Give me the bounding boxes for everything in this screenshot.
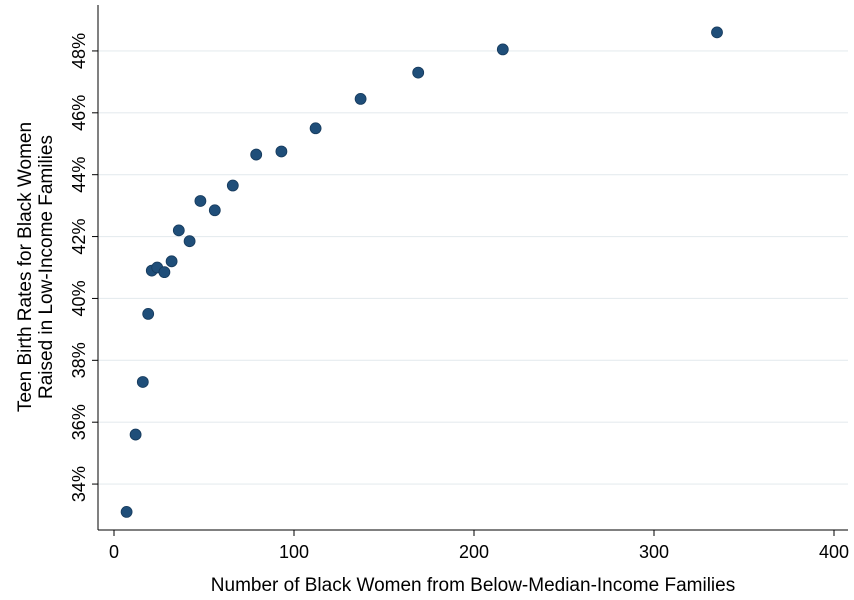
data-point [183,235,196,248]
data-point [129,428,142,441]
y-tick-label: 36% [69,404,89,440]
data-point [208,204,221,217]
data-points [120,26,723,518]
x-axis-ticks: 0 100 200 300 400 [109,530,849,562]
data-point [120,506,133,518]
y-axis-title-line1: Teen Birth Rates for Black Women [15,122,36,412]
x-tick-label: 300 [639,542,669,562]
y-tick-label: 34% [69,466,89,502]
y-axis-title-line2: Raised in Low-Income Families [36,135,57,399]
y-tick-label: 40% [69,280,89,316]
data-point [158,266,171,279]
data-point [309,122,322,135]
data-point [354,92,367,105]
data-point [226,179,239,192]
data-point [172,224,185,237]
y-tick-label: 42% [69,219,89,255]
y-tick-label: 38% [69,342,89,378]
y-tick-label: 46% [69,95,89,131]
gridlines [98,50,848,485]
data-point [711,26,723,39]
data-point [412,66,425,79]
x-tick-label: 100 [279,542,309,562]
data-point [496,43,509,56]
x-tick-label: 200 [459,542,489,562]
data-point [250,148,263,161]
x-axis-title: Number of Black Women from Below-Median-… [211,575,735,596]
y-axis-ticks: 34% 36% 38% 40% 42% 44% 46% 48% [69,33,98,502]
y-tick-label: 48% [69,33,89,69]
data-point [142,308,155,320]
data-point [165,255,178,268]
data-point [194,195,207,207]
data-point [136,376,149,388]
x-tick-label: 400 [819,542,849,562]
data-point [275,145,288,158]
y-tick-label: 44% [69,157,89,193]
x-tick-label: 0 [109,542,119,562]
